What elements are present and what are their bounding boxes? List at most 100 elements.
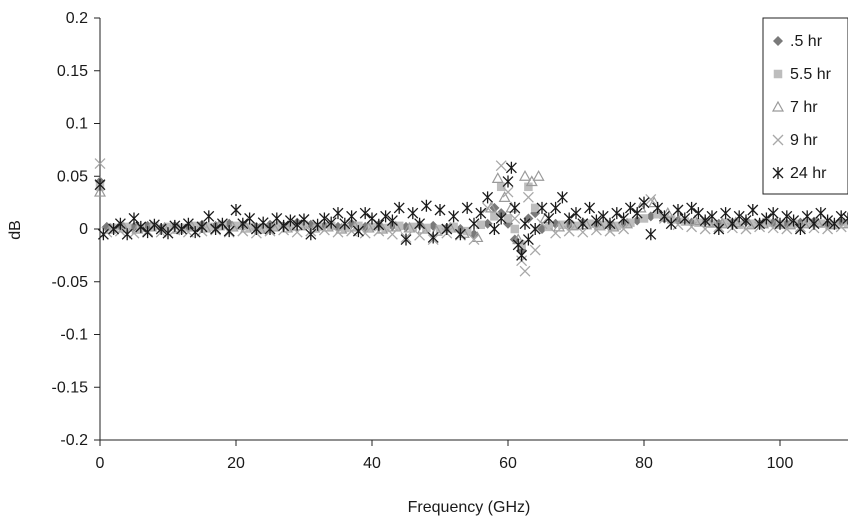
data-point bbox=[468, 217, 480, 230]
data-point bbox=[468, 234, 480, 246]
data-point bbox=[808, 217, 820, 230]
data-point bbox=[108, 223, 120, 235]
data-point bbox=[403, 221, 416, 233]
data-point bbox=[519, 217, 531, 230]
data-point bbox=[496, 182, 506, 192]
data-point bbox=[359, 207, 371, 220]
data-point bbox=[525, 175, 538, 187]
data-point bbox=[488, 223, 500, 235]
data-point bbox=[788, 214, 800, 227]
data-point bbox=[490, 212, 499, 221]
data-point bbox=[244, 212, 256, 225]
data-point bbox=[517, 240, 526, 250]
data-point bbox=[721, 218, 730, 227]
data-point bbox=[203, 210, 215, 223]
data-point bbox=[584, 201, 596, 214]
y-tick-label: 0 bbox=[79, 221, 88, 238]
data-point bbox=[835, 221, 847, 233]
data-point bbox=[346, 210, 358, 223]
data-point bbox=[720, 207, 732, 220]
data-point bbox=[529, 223, 541, 235]
data-point bbox=[476, 220, 486, 230]
data-point bbox=[543, 212, 555, 225]
data-point bbox=[510, 224, 520, 234]
data-point bbox=[298, 213, 310, 226]
data-point bbox=[767, 207, 779, 220]
data-point bbox=[381, 223, 390, 233]
x-tick-label: 100 bbox=[767, 455, 794, 472]
legend-label: .5 hr bbox=[790, 33, 823, 50]
data-point bbox=[838, 217, 848, 229]
data-point bbox=[645, 194, 657, 205]
data-point bbox=[503, 214, 513, 223]
data-point bbox=[502, 175, 514, 188]
legend-marker bbox=[771, 100, 785, 112]
data-point bbox=[781, 210, 793, 223]
data-point bbox=[182, 217, 194, 230]
data-point bbox=[94, 178, 106, 191]
data-point bbox=[505, 161, 517, 174]
data-point bbox=[189, 226, 201, 239]
data-point bbox=[169, 219, 181, 232]
data-point bbox=[264, 223, 276, 235]
data-point bbox=[335, 222, 348, 234]
data-point bbox=[760, 212, 772, 225]
data-point bbox=[367, 222, 377, 232]
data-point bbox=[454, 228, 466, 241]
data-point bbox=[550, 218, 561, 229]
series-4 bbox=[94, 161, 848, 262]
legend-label: 24 hr bbox=[790, 165, 827, 182]
data-point bbox=[784, 218, 797, 230]
y-tick-label: -0.05 bbox=[52, 274, 89, 291]
data-point bbox=[639, 214, 649, 223]
data-point bbox=[231, 221, 241, 231]
y-tick-label: 0.2 bbox=[66, 10, 88, 27]
data-point bbox=[802, 218, 812, 227]
data-point bbox=[416, 222, 430, 234]
plot-area bbox=[93, 158, 848, 277]
data-point bbox=[97, 228, 109, 241]
data-point bbox=[223, 225, 235, 238]
data-point bbox=[449, 222, 458, 232]
data-point bbox=[672, 204, 684, 217]
data-point bbox=[767, 222, 779, 234]
data-point bbox=[373, 218, 385, 231]
data-point bbox=[185, 220, 198, 232]
data-point bbox=[190, 221, 200, 231]
data-point bbox=[362, 221, 375, 233]
data-point bbox=[502, 186, 514, 198]
data-point bbox=[305, 228, 317, 241]
data-point bbox=[620, 217, 634, 229]
data-point bbox=[380, 210, 392, 223]
data-point bbox=[835, 210, 847, 223]
data-point bbox=[210, 223, 222, 235]
data-point bbox=[607, 220, 620, 232]
data-point bbox=[604, 217, 616, 230]
data-point bbox=[563, 225, 575, 237]
data-point bbox=[713, 223, 725, 235]
data-point bbox=[414, 229, 426, 241]
data-point bbox=[618, 212, 630, 225]
data-point bbox=[318, 212, 330, 225]
data-point bbox=[532, 170, 545, 181]
y-tick-label: 0.15 bbox=[57, 63, 88, 80]
data-point bbox=[563, 212, 575, 225]
data-point bbox=[461, 201, 473, 214]
data-point bbox=[686, 221, 698, 233]
axes: 0.2 0.15 0.1 0.05 0 -0.05 -0.1 -0.15 -0.2 0 20 40 60… bbox=[52, 10, 848, 472]
data-point bbox=[590, 214, 602, 227]
data-point bbox=[638, 196, 650, 209]
data-point bbox=[519, 265, 531, 277]
data-point bbox=[128, 212, 140, 225]
y-tick-label: 0.1 bbox=[66, 116, 88, 133]
data-point bbox=[577, 217, 589, 230]
legend-item: 24 hr bbox=[772, 165, 827, 182]
data-point bbox=[114, 217, 126, 230]
data-point bbox=[386, 214, 398, 227]
data-point bbox=[224, 218, 235, 229]
data-point bbox=[740, 223, 752, 235]
data-point bbox=[842, 212, 848, 225]
data-point bbox=[699, 214, 711, 227]
data-point bbox=[272, 221, 282, 231]
data-point bbox=[230, 204, 242, 217]
